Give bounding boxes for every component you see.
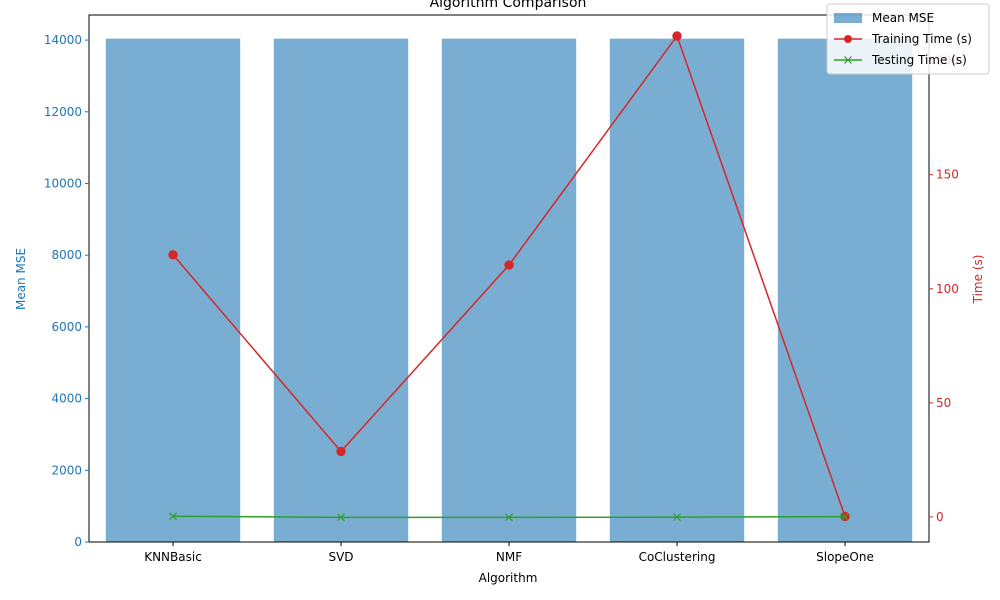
y-right-tick-label: 150 bbox=[936, 168, 959, 182]
y-left-tick-label: 2000 bbox=[51, 463, 82, 477]
y-left-tick-label: 0 bbox=[74, 535, 82, 549]
legend-swatch-bar bbox=[834, 13, 862, 23]
point-testing-svd bbox=[337, 513, 345, 522]
y-left-tick-label: 6000 bbox=[51, 320, 82, 334]
legend-swatch-marker bbox=[844, 56, 852, 64]
bars-layer bbox=[105, 38, 913, 542]
y-left-axis-label: Mean MSE bbox=[14, 248, 28, 310]
legend-entry-2: Testing Time (s) bbox=[834, 53, 967, 67]
point-training-svd bbox=[336, 446, 346, 457]
x-tick-label: NMF bbox=[496, 550, 522, 564]
bar-coclustering bbox=[609, 38, 745, 542]
bar-nmf bbox=[441, 38, 577, 542]
legend-entry-1: Training Time (s) bbox=[834, 32, 972, 46]
legend: Mean MSE Training Time (s) Testing Time (s… bbox=[826, 3, 990, 75]
x-tick-label: KNNBasic bbox=[144, 550, 202, 564]
point-testing-slopeone bbox=[841, 512, 849, 521]
point-training-knnbasic bbox=[168, 250, 178, 260]
legend-label: Testing Time (s) bbox=[871, 53, 967, 67]
lines-layer bbox=[168, 31, 850, 522]
bar-slopeone bbox=[777, 38, 913, 542]
point-training-coclustering bbox=[672, 31, 682, 41]
legend-label: Mean MSE bbox=[872, 11, 934, 25]
y-left-tick-label: 10000 bbox=[44, 176, 82, 190]
bar-knnbasic bbox=[105, 38, 241, 542]
legend-label: Training Time (s) bbox=[871, 32, 972, 46]
y-right-tick-label: 100 bbox=[936, 282, 959, 296]
point-testing-coclustering bbox=[673, 513, 681, 522]
x-axis-label: Algorithm bbox=[479, 571, 538, 585]
x-tick-label: CoClustering bbox=[639, 550, 716, 564]
y-right-axis-ticks: 050100150200 bbox=[929, 54, 959, 524]
y-left-axis-ticks: 0 2000 4000 6000 8000 10000 12000 14000 bbox=[44, 33, 89, 549]
point-testing-nmf bbox=[505, 513, 513, 522]
point-testing-knnbasic bbox=[169, 512, 177, 521]
y-left-tick-label: 8000 bbox=[51, 248, 82, 262]
x-axis-ticks: KNNBasic SVD NMF CoClustering SlopeOne bbox=[144, 542, 874, 564]
y-left-tick-label: 14000 bbox=[44, 33, 82, 47]
chart-title: Algorithm Comparison bbox=[430, 0, 587, 11]
bar-svd bbox=[273, 38, 409, 542]
legend-box bbox=[826, 3, 990, 75]
y-left-tick-label: 12000 bbox=[44, 105, 82, 119]
legend-swatch-marker bbox=[844, 35, 852, 43]
y-right-tick-label: 50 bbox=[936, 396, 951, 410]
y-right-tick-label: 0 bbox=[936, 510, 944, 524]
legend-entry-0: Mean MSE bbox=[834, 11, 934, 25]
x-tick-label: SlopeOne bbox=[816, 550, 874, 564]
y-left-tick-label: 4000 bbox=[51, 392, 82, 406]
y-right-axis-label: Time (s) bbox=[971, 255, 985, 305]
x-tick-label: SVD bbox=[328, 550, 353, 564]
point-training-nmf bbox=[504, 260, 514, 270]
